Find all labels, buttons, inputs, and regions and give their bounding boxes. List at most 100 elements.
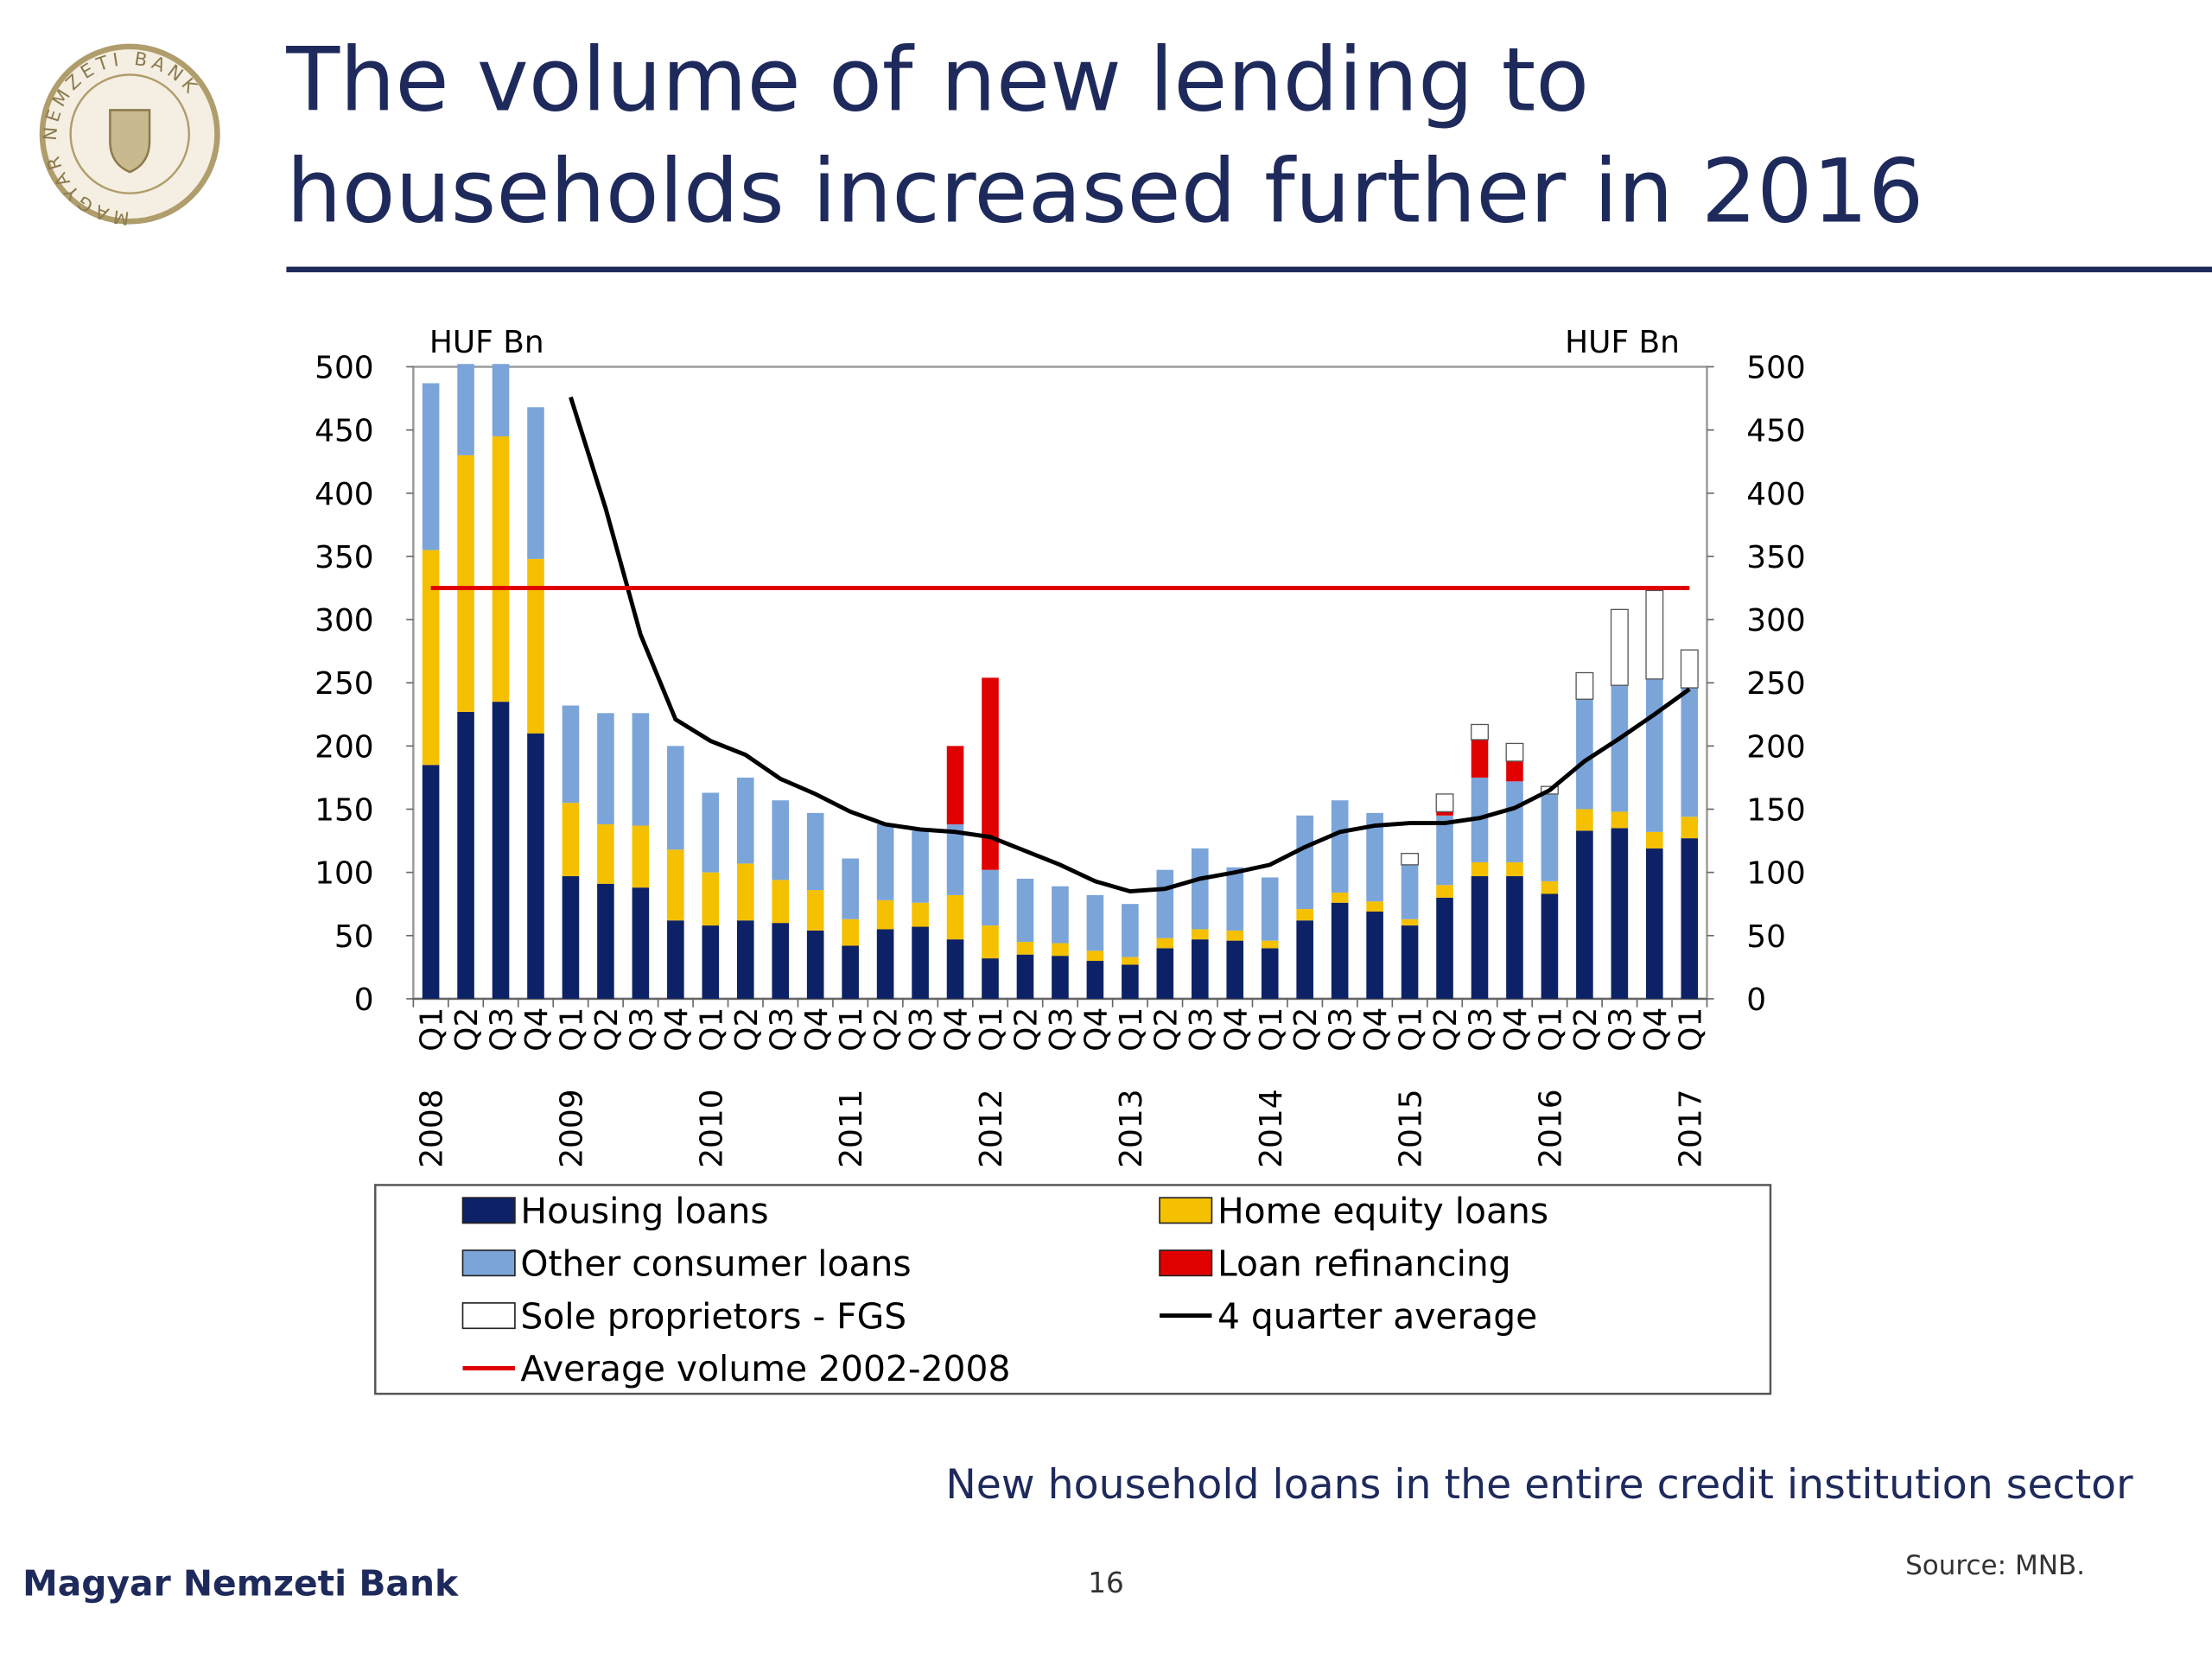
bar-segment — [1191, 929, 1209, 940]
bar-segment — [1226, 867, 1244, 931]
bar-segment — [1576, 699, 1593, 810]
bar-segment — [1611, 828, 1629, 999]
bar-segment — [1191, 848, 1209, 930]
x-tick-label: Q4 — [1498, 1007, 1534, 1052]
bar-segment — [1122, 904, 1139, 957]
bar-segment — [876, 899, 894, 930]
bar-segment — [946, 824, 964, 895]
bar-segment — [422, 765, 440, 999]
bar-segment — [632, 825, 650, 888]
bar-segment — [736, 920, 754, 999]
x-tick-label: Q1 — [1673, 1007, 1708, 1052]
legend-box — [374, 1184, 1772, 1395]
x-tick-label: Q2 — [1009, 1007, 1045, 1052]
bar-segment — [806, 930, 824, 999]
x-tick-label: Q3 — [764, 1007, 799, 1052]
bar-segment — [562, 803, 580, 877]
bar-segment — [912, 902, 929, 927]
x-tick-label: Q1 — [974, 1007, 1009, 1052]
bar-segment — [492, 702, 510, 999]
x-group-label: 2010 — [694, 1089, 729, 1167]
x-tick-label: Q1 — [1533, 1007, 1568, 1052]
x-tick-label: Q3 — [1324, 1007, 1359, 1052]
bar-segment — [1226, 940, 1244, 999]
x-group-label: 2017 — [1673, 1089, 1708, 1167]
x-tick-label: Q3 — [485, 1007, 520, 1052]
bar-segment — [772, 800, 790, 880]
x-tick-label: Q1 — [415, 1007, 450, 1052]
y2-tick-label: 450 — [1746, 414, 1806, 449]
x-tick-label: Q2 — [1428, 1007, 1464, 1052]
bar-segment — [1156, 948, 1174, 999]
title-line: households increased further in 2016 — [286, 140, 1923, 242]
bar-segment — [1052, 886, 1069, 944]
x-group-label: 2012 — [974, 1089, 1009, 1167]
x-group-label: 2009 — [555, 1089, 590, 1167]
bar-segment — [1331, 893, 1349, 903]
bar-segment — [982, 958, 999, 999]
x-tick-label: Q4 — [519, 1007, 555, 1052]
x-tick-label: Q1 — [834, 1007, 869, 1052]
y-tick-label: 150 — [315, 793, 374, 829]
bar-segment — [702, 925, 720, 999]
legend-swatch — [1159, 1249, 1213, 1277]
bar-segment — [527, 407, 544, 559]
y-tick-label: 250 — [315, 666, 374, 702]
bar-segment — [1366, 901, 1383, 912]
legend-label: 4 quarter average — [1217, 1295, 1537, 1337]
y2-tick-label: 300 — [1746, 603, 1806, 639]
bar-segment — [1681, 838, 1699, 999]
footer-organization: Magyar Nemzeti Bank — [22, 1563, 459, 1605]
bar-segment — [946, 939, 964, 999]
x-tick-label: Q2 — [729, 1007, 765, 1052]
bar-segment — [842, 945, 859, 999]
bar-segment — [1331, 800, 1349, 893]
bar-segment — [1016, 878, 1034, 943]
bar-segment — [1156, 869, 1174, 938]
bar-segment — [667, 849, 684, 921]
bar-segment — [597, 824, 614, 884]
bar-segment — [1296, 815, 1313, 910]
y2-tick-label: 200 — [1746, 729, 1806, 765]
bar-segment — [1122, 957, 1139, 965]
x-group-label: 2008 — [415, 1089, 450, 1167]
bar-segment — [457, 364, 474, 455]
bar-segment — [982, 925, 999, 959]
x-tick-label: Q4 — [799, 1007, 835, 1052]
bar-segment — [632, 713, 650, 826]
bar-segment — [597, 883, 614, 999]
chart-caption: New household loans in the entire credit… — [945, 1461, 2133, 1509]
x-tick-label: Q1 — [694, 1007, 729, 1052]
y-tick-label: 50 — [334, 919, 374, 955]
bar-segment — [702, 872, 720, 926]
plot-area — [422, 364, 1699, 999]
bar-segment — [876, 929, 894, 999]
bar-segment — [1296, 920, 1313, 999]
bar-segment — [1471, 723, 1489, 741]
y2-unit-label: HUF Bn — [1565, 325, 1680, 360]
x-tick-label: Q3 — [1464, 1007, 1499, 1052]
y-tick-label: 500 — [315, 351, 374, 386]
y2-tick-label: 150 — [1746, 793, 1806, 829]
y2-tick-label: 0 — [1746, 982, 1766, 1018]
bar-segment — [1471, 861, 1489, 877]
bar-segment — [1052, 943, 1069, 957]
bar-segment — [1016, 954, 1034, 999]
y-tick-label: 450 — [315, 414, 374, 449]
bar-segment — [1645, 589, 1664, 680]
x-tick-label: Q4 — [1358, 1007, 1394, 1052]
bar-segment — [527, 558, 544, 734]
bar-segment — [667, 920, 684, 999]
bar-segment — [1296, 909, 1313, 921]
bar-segment — [1681, 817, 1699, 839]
bar-segment — [597, 713, 614, 825]
x-tick-label: Q1 — [555, 1007, 590, 1052]
bar-segment — [632, 887, 650, 999]
bar-segment — [457, 454, 474, 712]
bar-segment — [1505, 742, 1524, 762]
logo: MAGYAR NEMZETI BANK — [39, 43, 220, 229]
bar-segment — [1261, 940, 1279, 949]
bar-segment — [1366, 812, 1383, 902]
y2-tick-label: 100 — [1746, 856, 1806, 892]
